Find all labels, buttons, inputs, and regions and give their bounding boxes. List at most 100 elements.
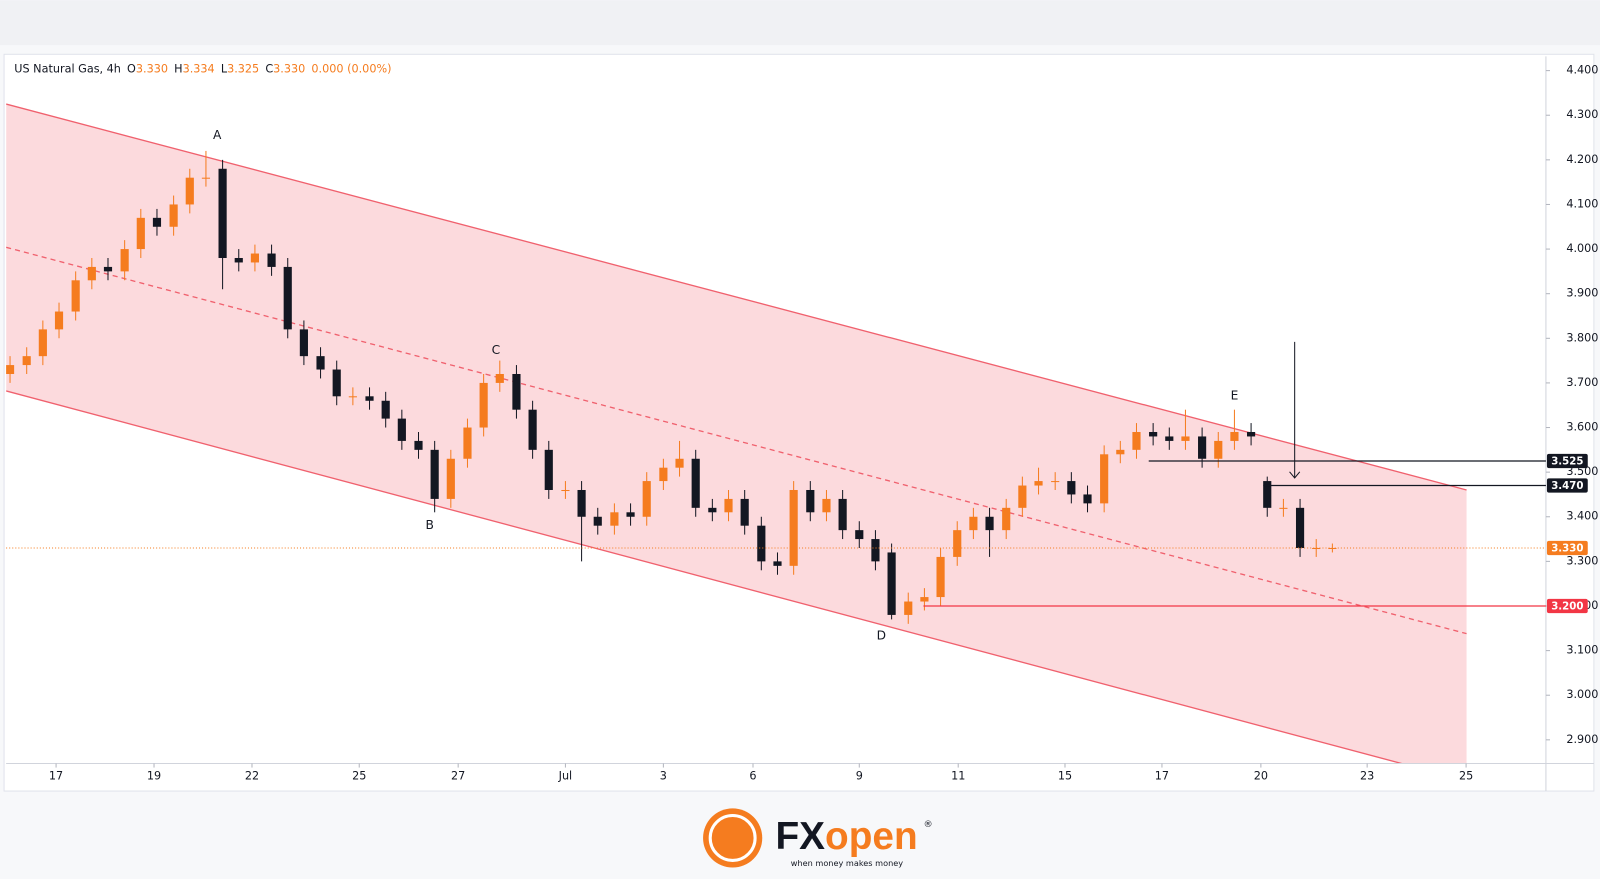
candle-body (479, 382, 488, 428)
close-label: C (265, 63, 273, 76)
candle-body (38, 329, 47, 357)
y-tick-label: 3.700 (1566, 376, 1598, 389)
level-label-box (1546, 453, 1588, 469)
x-tick-label: 22 (245, 770, 259, 783)
candle-body (512, 373, 521, 410)
x-tick-label: 23 (1360, 770, 1374, 783)
candle-body (1279, 507, 1288, 509)
channel-upper (6, 103, 1467, 491)
candle-body (495, 373, 504, 383)
candle-body (871, 539, 880, 562)
candle-body (169, 204, 178, 227)
arrow-head (1289, 471, 1301, 479)
open-label: O (127, 63, 136, 76)
high-label: H (174, 63, 182, 76)
x-tick-label: 27 (451, 770, 465, 783)
candle-body (152, 217, 162, 227)
x-tick-label: 15 (1058, 770, 1072, 783)
candle-body (234, 257, 243, 263)
candle-body (1067, 481, 1076, 495)
candle-body (1018, 485, 1027, 508)
candle-body (691, 458, 700, 508)
point-label: A (213, 128, 222, 142)
candle-body (120, 249, 129, 272)
candle-body (87, 266, 96, 281)
candle-body (103, 266, 113, 272)
candle-body (838, 498, 847, 531)
candle-body (1214, 440, 1223, 459)
candle-body (1198, 436, 1207, 459)
candle-body (1263, 481, 1272, 508)
candle-body (1034, 481, 1043, 486)
change-value: 0.000 (0.00%) (311, 63, 391, 76)
x-tick-label: 11 (951, 770, 965, 783)
top-bar (0, 0, 1600, 46)
candle-body (446, 458, 455, 499)
point-label: D (877, 628, 886, 642)
candle-body (610, 512, 619, 526)
y-tick-label: 3.600 (1566, 421, 1598, 434)
y-tick-label: 4.300 (1566, 108, 1598, 121)
y-tick-label: 3.100 (1566, 644, 1598, 657)
low-label: L (221, 63, 228, 76)
y-tick-label: 3.900 (1566, 287, 1598, 300)
candle-body (904, 601, 913, 615)
candle-body (1295, 507, 1305, 548)
point-label: B (426, 518, 434, 532)
x-tick-label: 20 (1254, 770, 1268, 783)
y-tick-label: 3.400 (1566, 510, 1598, 523)
candle-body (757, 525, 766, 562)
candle-body (136, 217, 145, 250)
candle-body (316, 356, 325, 370)
y-tick-label: 3.500 (1566, 465, 1598, 478)
symbol: US Natural Gas, 4h (14, 63, 121, 76)
level-label: 3.200 (1551, 601, 1583, 612)
candle-body (201, 177, 211, 179)
level-label-box (1546, 540, 1588, 556)
candle-body (528, 409, 537, 450)
candle-body (773, 561, 782, 566)
logo-icon (703, 808, 763, 868)
candle-body (1051, 481, 1060, 483)
x-tick-label: 9 (856, 770, 863, 783)
candle-body (806, 489, 815, 513)
logo-fx: FX (776, 815, 826, 858)
candle-body (6, 365, 15, 374)
candle-body (283, 266, 292, 330)
x-tick-label: 19 (147, 770, 161, 783)
x-tick-label: 25 (352, 770, 366, 783)
logo-tagline: when money makes money (791, 858, 904, 868)
logo-text: FXopen (776, 815, 918, 858)
candle-body (822, 498, 831, 513)
close-value: 3.330 (273, 63, 305, 76)
candle-body (887, 552, 896, 615)
level-label: 3.330 (1551, 544, 1583, 555)
level-label-box (1546, 478, 1588, 493)
candle-body (414, 440, 423, 450)
candle-body (1230, 431, 1239, 441)
candle-body (659, 467, 668, 482)
candle-body (1132, 431, 1141, 450)
candle-body (1083, 494, 1092, 504)
y-tick-label: 4.200 (1566, 153, 1598, 166)
channel-lower (6, 390, 1404, 764)
candle-body (642, 481, 651, 517)
candle-body (708, 507, 717, 513)
x-tick-label: 25 (1459, 770, 1473, 783)
candle-body (365, 396, 374, 401)
candle-body (985, 516, 994, 531)
candle-body (855, 530, 864, 540)
candle-body (626, 512, 635, 517)
level-label-box (1546, 598, 1588, 614)
chart-header: US Natural Gas, 4h O3.330 H3.334 L3.325 C3.3… (14, 63, 391, 76)
candle-body (1149, 431, 1158, 437)
open-value: 3.330 (136, 63, 168, 76)
candle-body (332, 369, 341, 397)
point-label: C (492, 343, 501, 357)
point-label: E (1231, 388, 1239, 402)
candle-body (1100, 454, 1109, 504)
candle-body (1328, 547, 1337, 550)
candle-body (593, 516, 602, 526)
